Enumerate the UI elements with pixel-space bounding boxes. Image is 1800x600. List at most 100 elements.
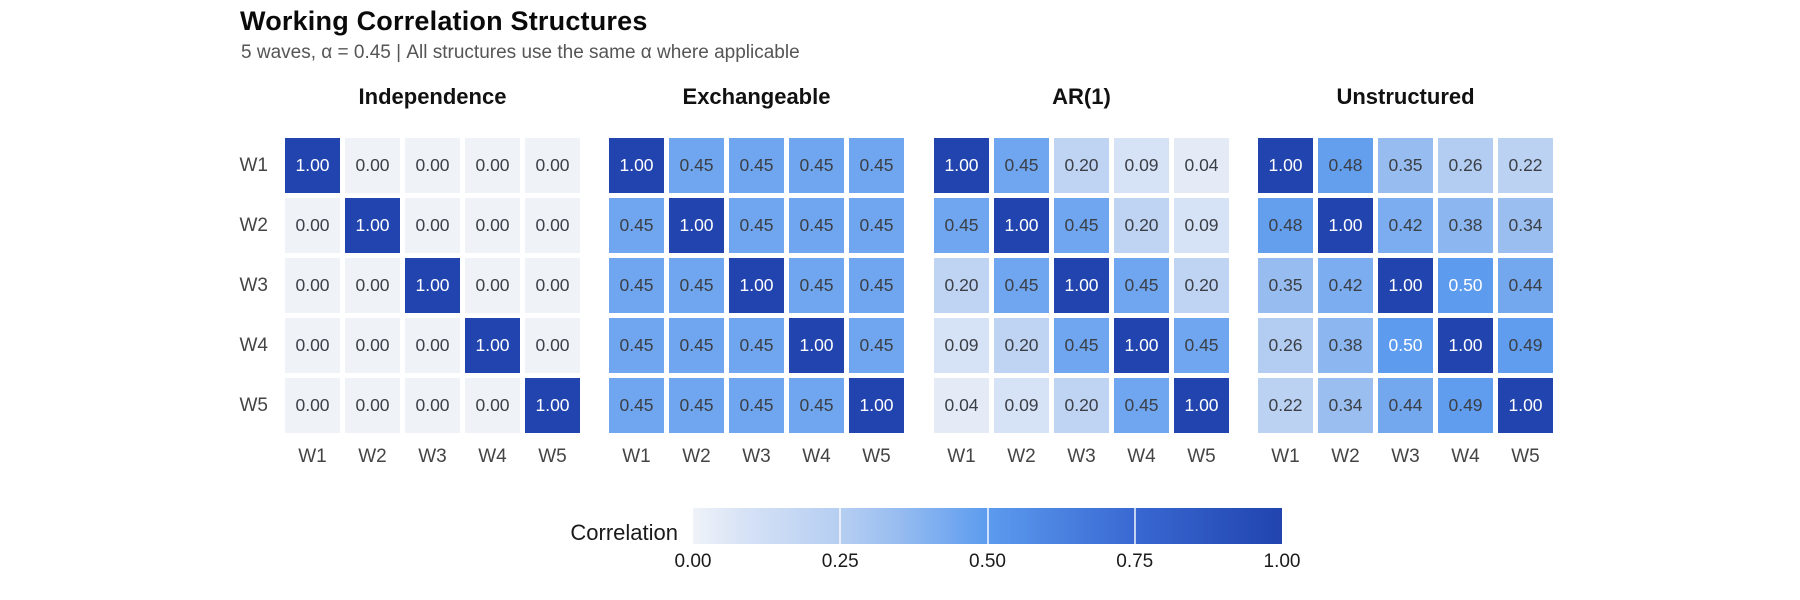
colorbar-label: Correlation	[570, 520, 678, 545]
matrix-cell: 1.00	[1258, 138, 1313, 193]
matrix-cell: 0.00	[345, 318, 400, 373]
matrix-cell: 0.45	[669, 138, 724, 193]
col-label: W3	[418, 446, 447, 467]
matrix-cell: 0.45	[789, 198, 844, 253]
matrix-cell: 0.09	[1114, 138, 1169, 193]
matrix-cell: 0.42	[1378, 198, 1433, 253]
matrix-cell: 0.49	[1438, 378, 1493, 433]
matrix-cell: 0.00	[405, 378, 460, 433]
matrix-cell: 1.00	[1318, 198, 1373, 253]
matrix-cell: 0.45	[729, 138, 784, 193]
chart-title: Working Correlation Structures	[240, 6, 648, 36]
colorbar-tick-label: 0.25	[821, 551, 859, 572]
matrix-cell: 0.45	[1114, 258, 1169, 313]
matrix-title-ar-1: AR(1)	[1052, 84, 1111, 109]
matrix-cell: 0.00	[405, 198, 460, 253]
colorbar-tick-label: 0.75	[1116, 551, 1154, 572]
matrix-cell: 0.04	[934, 378, 989, 433]
col-label: W3	[742, 446, 771, 467]
row-label: W2	[239, 215, 269, 236]
colorbar-tick	[839, 508, 842, 544]
matrix-cell: 0.26	[1258, 318, 1313, 373]
matrix-cell: 0.45	[994, 138, 1049, 193]
col-label: W2	[682, 446, 711, 467]
matrix-cell: 0.20	[1174, 258, 1229, 313]
matrix-cell: 1.00	[525, 378, 580, 433]
matrix-cell: 0.44	[1498, 258, 1553, 313]
matrix-cell: 0.38	[1438, 198, 1493, 253]
matrix-cell: 0.38	[1318, 318, 1373, 373]
matrix-cell: 0.35	[1378, 138, 1433, 193]
matrix-cell: 1.00	[285, 138, 340, 193]
matrix-cell: 0.34	[1318, 378, 1373, 433]
matrix-panel-independence: 1.00 0.00 0.00 0.00 0.00 0.00 1.00 0.00 0.00 0.00…	[285, 138, 580, 433]
matrix-cell: 1.00	[849, 378, 904, 433]
col-label: W1	[947, 446, 976, 467]
matrix-cell: 0.45	[729, 378, 784, 433]
matrix-cell: 0.50	[1378, 318, 1433, 373]
matrix-panel-ar-1: 1.00 0.45 0.20 0.09 0.04 0.45 1.00 0.45 0.20 0.09…	[934, 138, 1229, 433]
matrix-cell: 0.20	[1054, 378, 1109, 433]
matrix-cell: 0.00	[525, 258, 580, 313]
matrix-cell: 1.00	[1174, 378, 1229, 433]
matrix-cell: 0.34	[1498, 198, 1553, 253]
col-label: W4	[478, 446, 507, 467]
matrix-cell: 0.44	[1378, 378, 1433, 433]
chart-subtitle: 5 waves, α = 0.45 | All structures use t…	[241, 42, 800, 63]
matrix-cell: 0.00	[285, 318, 340, 373]
matrix-title-exchangeable: Exchangeable	[682, 84, 831, 109]
matrix-cell: 0.00	[345, 378, 400, 433]
matrix-cell: 0.20	[994, 318, 1049, 373]
row-label: W4	[239, 335, 269, 356]
matrix-cell: 0.45	[609, 258, 664, 313]
matrix-title-unstructured: Unstructured	[1336, 84, 1475, 109]
matrix-cell: 0.48	[1258, 198, 1313, 253]
matrix-cell: 1.00	[1438, 318, 1493, 373]
matrix-cell: 0.45	[669, 258, 724, 313]
matrix-cell: 0.00	[405, 138, 460, 193]
colorbar-tick-label: 1.00	[1263, 551, 1301, 572]
matrix-cell: 0.09	[994, 378, 1049, 433]
matrix-panel-unstructured: 1.00 0.48 0.35 0.26 0.22 0.48 1.00 0.42 0.38 0.34…	[1258, 138, 1553, 433]
colorbar-tick	[986, 508, 989, 544]
matrix-cell: 0.45	[1054, 318, 1109, 373]
matrix-cell: 0.49	[1498, 318, 1553, 373]
matrix-cell: 0.45	[669, 378, 724, 433]
matrix-cell: 0.45	[849, 138, 904, 193]
row-label: W3	[239, 275, 269, 296]
matrix-cell: 0.20	[1114, 198, 1169, 253]
colorbar-tick-label: 0.50	[969, 551, 1006, 572]
matrix-cell: 0.00	[465, 198, 520, 253]
matrix-cell: 1.00	[1378, 258, 1433, 313]
col-label: W1	[1271, 446, 1300, 467]
matrix-cell: 1.00	[345, 198, 400, 253]
matrix-cell: 0.45	[1054, 198, 1109, 253]
row-label: W5	[239, 395, 269, 416]
matrix-cell: 0.45	[609, 378, 664, 433]
matrix-cell: 0.45	[789, 258, 844, 313]
matrix-cell: 0.45	[1114, 378, 1169, 433]
matrix-cell: 0.00	[465, 138, 520, 193]
matrix-cell: 0.35	[1258, 258, 1313, 313]
col-label: W5	[1511, 446, 1540, 467]
matrix-cell: 0.20	[934, 258, 989, 313]
matrix-cell: 0.45	[729, 318, 784, 373]
matrix-cell: 0.00	[465, 258, 520, 313]
colorbar-tick-label: 0.00	[674, 551, 712, 572]
matrix-cell: 0.26	[1438, 138, 1493, 193]
matrix-cell: 0.04	[1174, 138, 1229, 193]
col-label: W1	[298, 446, 327, 467]
matrix-cell: 1.00	[994, 198, 1049, 253]
matrix-cell: 1.00	[789, 318, 844, 373]
matrix-cell: 0.45	[609, 318, 664, 373]
matrix-cell: 1.00	[609, 138, 664, 193]
col-label: W3	[1391, 446, 1420, 467]
matrix-cell: 0.42	[1318, 258, 1373, 313]
col-label: W1	[622, 446, 651, 467]
matrix-cell: 0.45	[849, 198, 904, 253]
matrix-cell: 0.09	[934, 318, 989, 373]
matrix-cell: 0.22	[1498, 138, 1553, 193]
matrix-cell: 0.45	[729, 198, 784, 253]
matrix-cell: 0.00	[285, 378, 340, 433]
